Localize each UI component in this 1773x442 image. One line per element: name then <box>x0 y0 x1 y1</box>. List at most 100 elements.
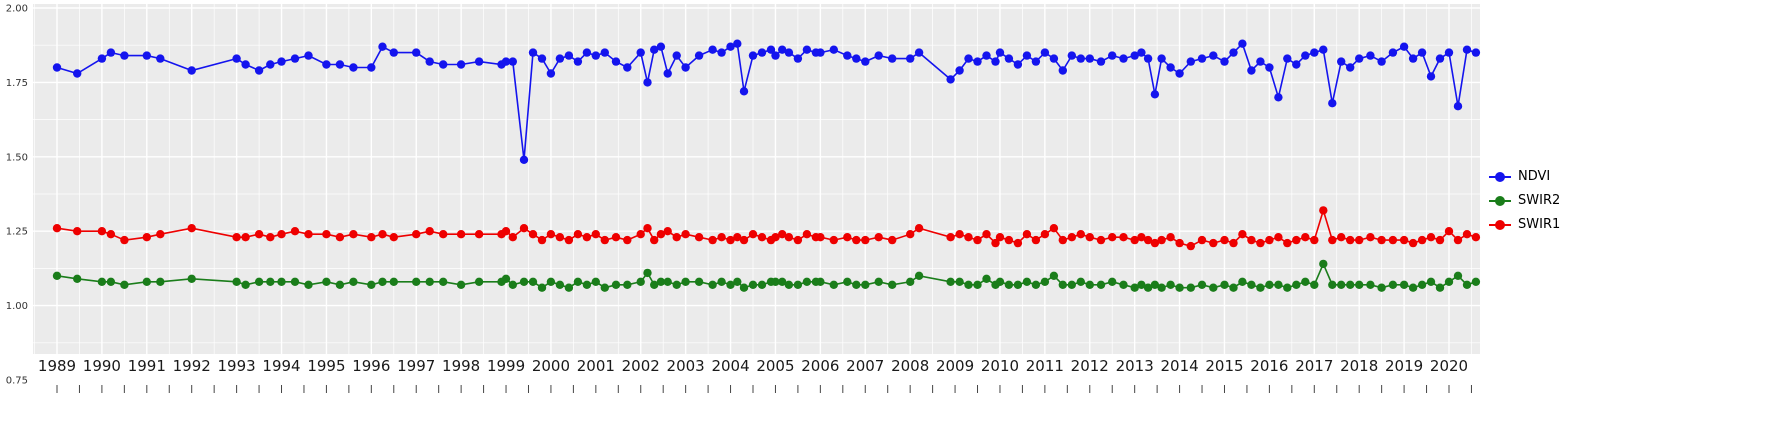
data-point <box>425 277 434 286</box>
data-point <box>1366 51 1375 60</box>
data-point <box>1319 206 1328 215</box>
data-point <box>1283 238 1292 248</box>
data-point <box>1444 48 1454 57</box>
legend-key-icon <box>1489 219 1511 230</box>
data-point <box>1143 283 1153 292</box>
data-point <box>1175 238 1184 248</box>
data-point <box>1435 283 1445 292</box>
data-point <box>1220 235 1229 245</box>
data-point <box>1337 57 1346 66</box>
data-point <box>708 280 717 289</box>
data-point <box>973 235 982 245</box>
data-point <box>187 66 196 75</box>
data-point <box>982 51 991 60</box>
data-point <box>1130 283 1139 292</box>
legend: NDVI SWIR2 SWIR1 <box>1489 170 1560 231</box>
data-point <box>439 230 448 239</box>
data-point <box>600 48 609 57</box>
x-tick-label: 1989 <box>38 357 76 375</box>
data-point <box>852 280 861 289</box>
data-point <box>1130 51 1139 60</box>
x-tick-label: 2016 <box>1250 357 1288 375</box>
data-point <box>1292 280 1301 289</box>
data-point <box>1256 57 1265 66</box>
data-point <box>1444 227 1454 236</box>
data-point <box>995 277 1005 286</box>
x-tick-label: 1993 <box>218 357 256 375</box>
data-point <box>120 235 129 245</box>
series-SWIR1 <box>52 206 1481 251</box>
x-tick-label: 2018 <box>1340 357 1378 375</box>
data-point <box>1426 72 1436 81</box>
data-point <box>784 233 794 242</box>
data-point <box>1292 60 1301 69</box>
data-point <box>349 63 358 72</box>
data-point <box>501 227 511 236</box>
x-tick-label: 2009 <box>936 357 974 375</box>
data-point <box>1366 280 1375 289</box>
data-point <box>650 235 659 245</box>
data-point <box>748 280 758 289</box>
data-point <box>1435 235 1445 245</box>
data-point <box>335 280 345 289</box>
data-point <box>1247 235 1256 245</box>
data-point <box>1274 280 1283 289</box>
data-point <box>636 48 645 57</box>
data-point <box>97 54 107 63</box>
data-point <box>1256 283 1265 292</box>
data-point <box>73 69 82 78</box>
data-point <box>1130 235 1139 245</box>
data-point <box>322 277 331 286</box>
data-point <box>1137 233 1146 242</box>
data-point <box>1119 280 1128 289</box>
data-point <box>708 235 717 245</box>
x-tick-label: 2013 <box>1116 357 1154 375</box>
data-point <box>241 60 250 69</box>
data-point <box>52 224 62 233</box>
data-point <box>564 283 574 292</box>
data-point <box>1076 277 1086 286</box>
x-tick-label: 2011 <box>1026 357 1064 375</box>
x-tick-label: 1995 <box>307 357 345 375</box>
data-point <box>995 233 1005 242</box>
data-point <box>1013 280 1023 289</box>
data-point <box>636 277 645 286</box>
data-point <box>1197 235 1207 245</box>
data-point <box>349 277 358 286</box>
data-point <box>573 277 583 286</box>
data-point <box>793 235 803 245</box>
data-point <box>852 235 861 245</box>
legend-key-icon <box>1489 195 1511 206</box>
data-point <box>1013 238 1023 248</box>
data-point <box>733 233 742 242</box>
data-point <box>254 230 264 239</box>
data-point <box>1346 63 1355 72</box>
data-point <box>232 277 241 286</box>
data-point <box>906 277 915 286</box>
data-point <box>650 45 659 54</box>
data-point <box>232 233 241 242</box>
data-point <box>290 227 300 236</box>
data-point <box>389 277 398 286</box>
data-point <box>623 235 632 245</box>
data-point <box>906 54 915 63</box>
data-point <box>425 227 434 236</box>
data-point <box>412 277 421 286</box>
data-point <box>946 75 955 84</box>
data-point <box>995 48 1005 57</box>
data-point <box>1355 235 1364 245</box>
data-point <box>1022 51 1032 60</box>
data-point <box>861 280 870 289</box>
data-point <box>1119 233 1128 242</box>
x-tick-label: 1991 <box>128 357 166 375</box>
data-point <box>591 230 600 239</box>
data-point <box>1355 280 1364 289</box>
data-point <box>681 230 690 239</box>
data-point <box>156 54 165 63</box>
data-point <box>106 48 116 57</box>
data-point <box>1377 283 1386 292</box>
data-point <box>456 60 466 69</box>
y-tick-label: 1.50 <box>6 152 28 163</box>
x-tick-label: 1992 <box>173 357 211 375</box>
data-point <box>290 54 300 63</box>
